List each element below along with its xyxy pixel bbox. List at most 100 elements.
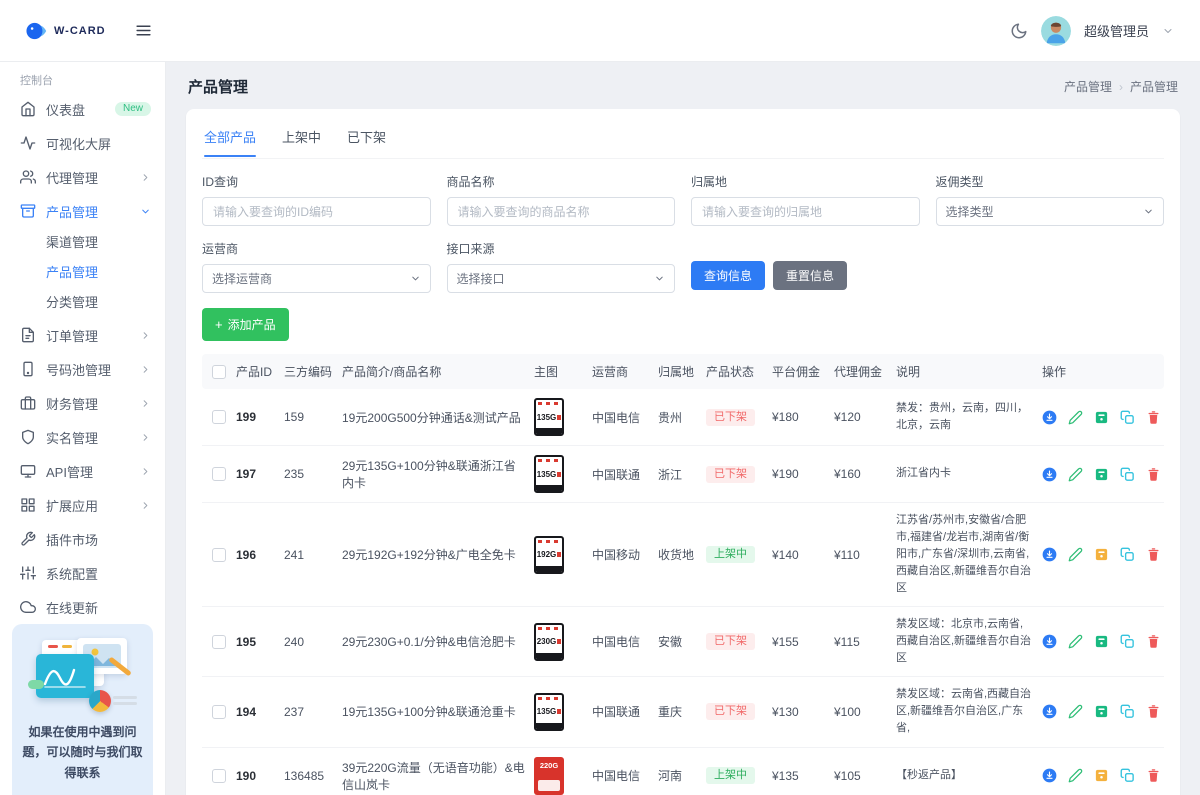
menu-toggle-icon[interactable] xyxy=(135,22,152,39)
copy-icon[interactable] xyxy=(1120,768,1135,783)
chevron-down-icon[interactable] xyxy=(1162,25,1174,37)
sidebar-item[interactable]: 号码池管理 xyxy=(0,352,165,386)
row-actions xyxy=(1042,547,1164,562)
product-image-label: 135G xyxy=(537,707,562,716)
download-icon[interactable] xyxy=(1042,547,1057,562)
delete-icon[interactable] xyxy=(1146,704,1161,719)
download-icon[interactable] xyxy=(1042,410,1057,425)
status-badge: 上架中 xyxy=(706,767,755,785)
table-row: 197 235 29元135G+100分钟&联通浙江省内卡 135G 中国联通 … xyxy=(202,446,1164,503)
filter-actions: 查询信息 重置信息 xyxy=(691,240,920,293)
filter-input[interactable] xyxy=(446,197,675,226)
shelf-toggle-icon[interactable] xyxy=(1094,410,1109,425)
select-value: 选择接口 xyxy=(456,272,505,286)
shelf-toggle-icon[interactable] xyxy=(1094,634,1109,649)
table-body: 199 159 19元200G500分钟通话&测试产品 135G 中国电信 贵州… xyxy=(202,389,1164,795)
sidebar-item[interactable]: 扩展应用 xyxy=(0,488,165,522)
delete-icon[interactable] xyxy=(1146,634,1161,649)
product-image-label: 230G xyxy=(537,637,562,646)
edit-icon[interactable] xyxy=(1068,768,1083,783)
sidebar-item[interactable]: 仪表盘 New xyxy=(0,92,165,126)
row-checkbox[interactable] xyxy=(212,547,226,562)
filter-label: 归属地 xyxy=(691,175,728,189)
chevron-down-icon xyxy=(140,206,151,217)
table-row: 194 237 19元135G+100分钟&联通沧重卡 135G 中国联通 重庆… xyxy=(202,677,1164,748)
delete-icon[interactable] xyxy=(1146,768,1161,783)
select-all-checkbox[interactable] xyxy=(212,364,226,379)
delete-icon[interactable] xyxy=(1146,467,1161,482)
platform-fee: ¥155 xyxy=(772,634,799,649)
sidebar-item[interactable]: 产品管理 xyxy=(0,194,165,228)
sidebar-subitem[interactable]: 渠道管理 xyxy=(46,235,99,250)
edit-icon[interactable] xyxy=(1068,547,1083,562)
platform-fee: ¥180 xyxy=(772,410,799,424)
sidebar-item[interactable]: 财务管理 xyxy=(0,386,165,420)
breadcrumb-item[interactable]: 产品管理 xyxy=(1063,80,1112,94)
download-icon[interactable] xyxy=(1042,467,1057,482)
column-header: 主图 xyxy=(534,365,559,379)
user-name[interactable]: 超级管理员 xyxy=(1083,24,1149,39)
shelf-toggle-icon[interactable] xyxy=(1094,768,1109,783)
sidebar-item[interactable]: API管理 xyxy=(0,454,165,488)
sidebar-item[interactable]: 系统配置 xyxy=(0,556,165,590)
filter-select[interactable]: 选择类型 xyxy=(935,197,1164,226)
copy-icon[interactable] xyxy=(1120,704,1135,719)
shelf-toggle-icon[interactable] xyxy=(1094,467,1109,482)
copy-icon[interactable] xyxy=(1120,467,1135,482)
carrier: 中国移动 xyxy=(592,548,641,563)
reset-button[interactable]: 重置信息 xyxy=(773,261,848,290)
download-icon[interactable] xyxy=(1042,768,1057,783)
tab[interactable]: 上架中 xyxy=(282,130,322,145)
delete-icon[interactable] xyxy=(1146,410,1161,425)
sidebar-subitem[interactable]: 产品管理 xyxy=(46,265,99,280)
wrench-icon xyxy=(20,531,36,547)
tab[interactable]: 全部产品 xyxy=(204,127,257,157)
filter-input[interactable] xyxy=(691,197,920,226)
product-image: 192G xyxy=(534,535,564,574)
edit-icon[interactable] xyxy=(1068,704,1083,719)
sidebar-item[interactable]: 插件市场 xyxy=(0,522,165,556)
shelf-toggle-icon[interactable] xyxy=(1094,547,1109,562)
copy-icon[interactable] xyxy=(1120,547,1135,562)
dark-mode-icon[interactable] xyxy=(1010,22,1028,40)
avatar[interactable] xyxy=(1040,15,1071,46)
copy-icon[interactable] xyxy=(1120,634,1135,649)
filter-label: 运营商 xyxy=(202,242,239,256)
row-checkbox[interactable] xyxy=(212,704,226,719)
filter-input[interactable] xyxy=(202,197,431,226)
edit-icon[interactable] xyxy=(1068,467,1083,482)
carrier: 中国联通 xyxy=(592,705,641,720)
search-button[interactable]: 查询信息 xyxy=(691,261,766,290)
agent-fee: ¥105 xyxy=(834,768,861,783)
row-checkbox[interactable] xyxy=(212,634,226,649)
copy-icon[interactable] xyxy=(1120,410,1135,425)
row-checkbox[interactable] xyxy=(212,768,226,783)
column-header: 产品ID xyxy=(236,365,273,379)
status-badge: 已下架 xyxy=(706,703,755,721)
download-icon[interactable] xyxy=(1042,704,1057,719)
sidebar-subitem[interactable]: 分类管理 xyxy=(46,295,99,310)
agent-fee: ¥120 xyxy=(834,410,861,424)
row-actions xyxy=(1042,410,1164,425)
column-header: 平台佣金 xyxy=(772,365,821,379)
sidebar-item[interactable]: 代理管理 xyxy=(0,160,165,194)
edit-icon[interactable] xyxy=(1068,410,1083,425)
shelf-toggle-icon[interactable] xyxy=(1094,704,1109,719)
filter-select[interactable]: 选择运营商 xyxy=(202,264,431,293)
edit-icon[interactable] xyxy=(1068,634,1083,649)
sidebar-item[interactable]: 实名管理 xyxy=(0,420,165,454)
platform-fee: ¥130 xyxy=(772,704,799,719)
select-value: 选择类型 xyxy=(945,205,994,219)
add-product-button[interactable]: + 添加产品 xyxy=(202,308,289,341)
breadcrumb-item: 产品管理 xyxy=(1129,80,1178,94)
sidebar-item[interactable]: 在线更新 xyxy=(0,590,165,624)
filter-select[interactable]: 选择接口 xyxy=(446,264,675,293)
row-checkbox[interactable] xyxy=(212,467,226,481)
tab[interactable]: 已下架 xyxy=(347,130,387,145)
sidebar-item[interactable]: 订单管理 xyxy=(0,318,165,352)
download-icon[interactable] xyxy=(1042,634,1057,649)
delete-icon[interactable] xyxy=(1146,547,1161,562)
help-text: 如果在使用中遇到问题，可以随时与我们取得联系 xyxy=(22,725,143,780)
row-checkbox[interactable] xyxy=(212,410,226,424)
sidebar-item[interactable]: 可视化大屏 xyxy=(0,126,165,160)
